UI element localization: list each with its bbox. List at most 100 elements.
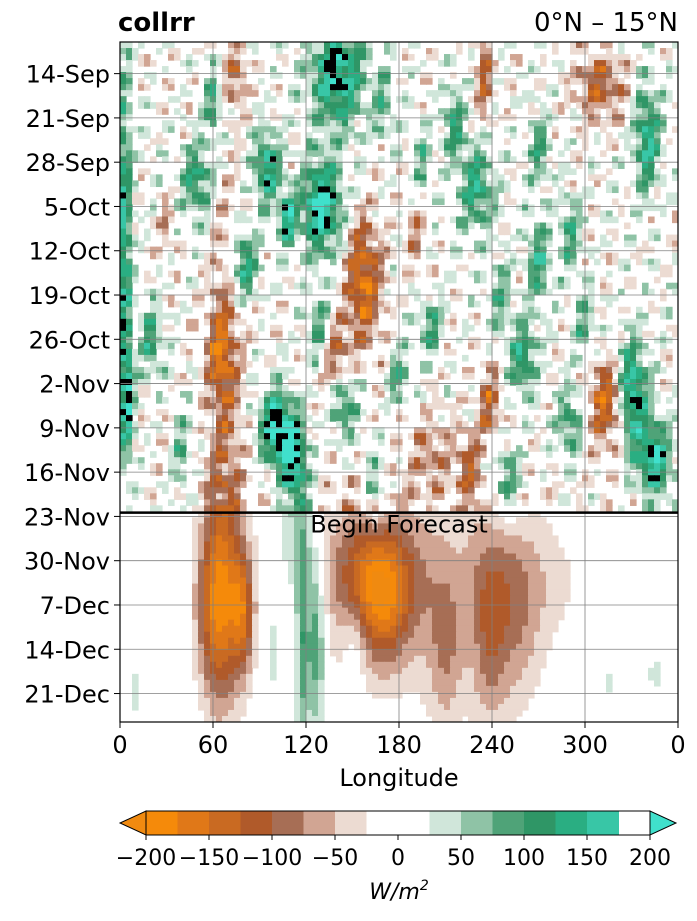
heat-cell xyxy=(618,505,625,512)
heat-cell xyxy=(528,264,535,272)
heat-cell xyxy=(504,186,511,194)
heat-cell xyxy=(462,541,469,549)
heat-cell xyxy=(438,216,445,224)
heat-cell xyxy=(600,96,607,103)
heat-cell xyxy=(612,180,619,188)
heat-cell xyxy=(480,78,487,85)
heat-cell xyxy=(264,192,271,200)
heat-cell xyxy=(336,96,343,103)
heat-cell xyxy=(150,174,157,182)
heat-cell xyxy=(132,487,139,494)
heat-cell xyxy=(216,294,223,302)
heat-cell xyxy=(336,126,343,133)
heat-cell xyxy=(186,421,193,428)
heat-cell xyxy=(156,318,163,326)
heat-cell xyxy=(228,78,235,85)
heat-cell xyxy=(270,391,277,398)
heat-cell xyxy=(312,204,319,212)
heat-cell xyxy=(138,391,145,398)
heat-cell xyxy=(282,276,289,284)
heat-cell xyxy=(228,559,235,567)
heat-cell xyxy=(240,240,247,248)
heat-cell xyxy=(156,360,163,368)
heat-cell xyxy=(216,288,223,296)
heat-cell xyxy=(630,204,637,212)
heat-cell xyxy=(366,559,373,567)
heat-cell xyxy=(606,294,613,302)
heat-cell xyxy=(504,270,511,278)
heat-cell xyxy=(432,391,439,398)
heat-cell xyxy=(540,517,547,525)
heat-cell xyxy=(600,150,607,157)
heat-cell xyxy=(498,451,505,458)
heat-cell xyxy=(312,60,319,67)
heat-cell xyxy=(636,162,643,169)
heat-cell xyxy=(624,451,631,458)
heat-cell xyxy=(558,150,565,157)
heat-cell xyxy=(216,108,223,115)
heat-cell xyxy=(324,529,331,537)
heat-cell xyxy=(252,108,259,115)
heat-cell xyxy=(312,186,319,194)
heat-cell xyxy=(654,204,661,212)
heat-cell xyxy=(246,475,253,482)
heat-cell xyxy=(318,385,325,392)
heat-cell xyxy=(630,60,637,67)
heat-cell xyxy=(288,559,295,567)
heat-cell xyxy=(294,312,301,320)
heat-cell xyxy=(204,138,211,145)
heat-cell xyxy=(636,72,643,79)
heat-cell xyxy=(198,565,205,573)
heat-cell xyxy=(390,120,397,127)
heat-cell xyxy=(510,198,517,206)
heat-cell xyxy=(462,517,469,525)
heat-cell xyxy=(390,565,397,573)
heat-cell xyxy=(630,336,637,344)
heat-cell xyxy=(588,318,595,326)
heat-cell xyxy=(612,354,619,362)
heat-cell xyxy=(390,348,397,356)
heat-cell xyxy=(198,403,205,410)
heat-cell xyxy=(426,463,433,470)
heat-cell xyxy=(570,433,577,440)
heat-cell xyxy=(330,559,337,567)
heat-cell xyxy=(354,547,361,555)
heat-cell xyxy=(360,409,367,416)
heat-cell xyxy=(456,565,463,573)
heat-cell xyxy=(660,463,667,470)
heat-cell xyxy=(252,288,259,296)
heat-cell xyxy=(468,66,475,73)
heat-cell xyxy=(180,439,187,446)
heat-cell xyxy=(606,354,613,362)
heat-cell xyxy=(276,138,283,145)
heat-cell xyxy=(426,493,433,500)
heat-cell xyxy=(216,457,223,464)
heat-cell xyxy=(234,294,241,302)
heat-cell xyxy=(324,216,331,224)
heat-cell xyxy=(450,156,457,163)
heat-cell xyxy=(138,415,145,422)
heat-cell xyxy=(432,547,439,555)
heat-cell xyxy=(120,78,127,85)
heat-cell xyxy=(240,294,247,302)
heat-cell xyxy=(552,162,559,169)
heat-cell xyxy=(348,378,355,386)
heat-cell xyxy=(462,132,469,139)
heat-cell xyxy=(480,66,487,73)
heat-cell xyxy=(648,391,655,398)
heat-cell xyxy=(600,102,607,109)
heat-cell xyxy=(306,210,313,218)
heat-cell xyxy=(228,288,235,296)
heat-cell xyxy=(312,90,319,97)
heat-cell xyxy=(648,204,655,212)
heat-cell xyxy=(330,54,337,61)
heat-cell xyxy=(276,192,283,200)
heat-cell xyxy=(222,445,229,452)
heat-cell xyxy=(636,451,643,458)
heat-cell xyxy=(450,535,457,543)
heat-cell xyxy=(672,216,678,224)
heat-cell xyxy=(204,174,211,182)
heat-cell xyxy=(486,523,493,531)
heat-cell xyxy=(402,523,409,531)
heat-cell xyxy=(660,204,667,212)
